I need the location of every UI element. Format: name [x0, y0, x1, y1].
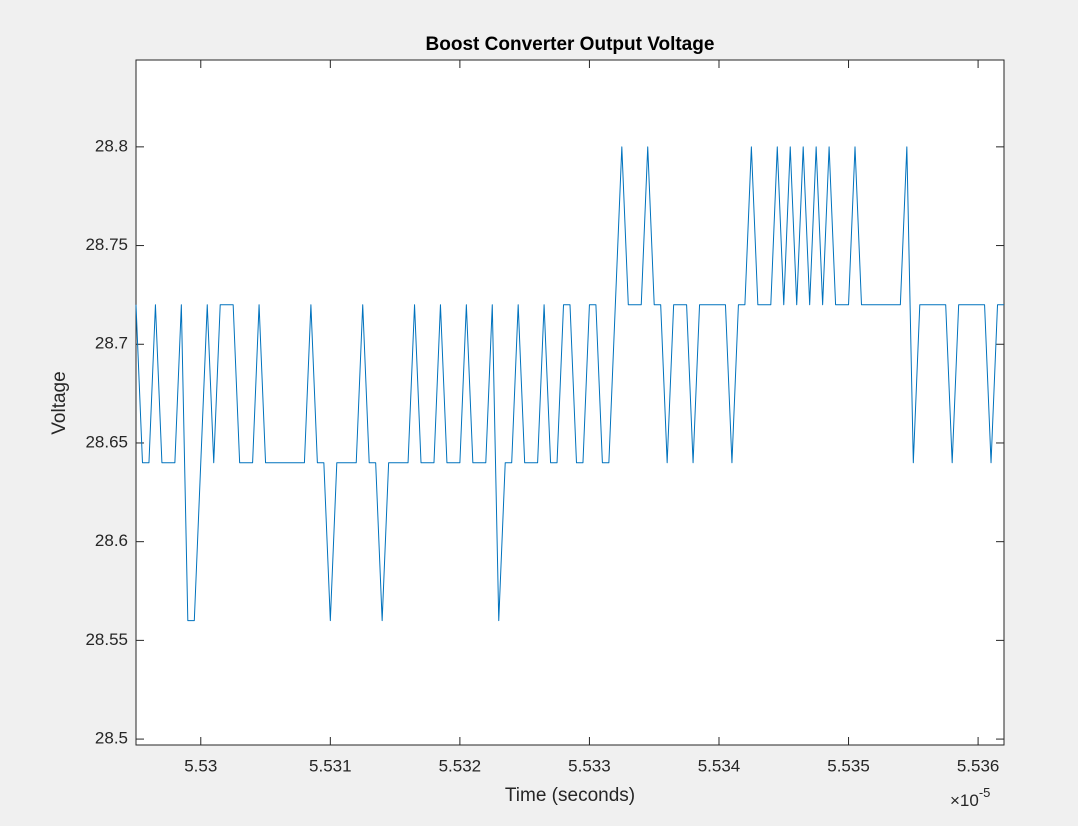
data-line	[135, 146, 1004, 622]
x-tick-label: 5.535	[827, 756, 870, 775]
x-exponent-power: -5	[979, 785, 991, 800]
y-tick-label: 28.7	[95, 334, 128, 353]
y-tick-label: 28.75	[85, 235, 128, 254]
axes-box	[135, 59, 1005, 746]
x-exponent-label: ×10-5	[950, 785, 990, 810]
y-tick-label: 28.65	[85, 432, 128, 451]
y-tick-label: 28.8	[95, 136, 128, 155]
x-tick-label: 5.531	[309, 756, 352, 775]
y-axis-label: Voltage	[49, 371, 70, 434]
x-tick-label: 5.533	[568, 756, 611, 775]
x-tick-label: 5.53	[184, 756, 217, 775]
plot-area	[136, 60, 1004, 745]
x-axis-label: Time (seconds)	[505, 785, 635, 806]
y-tick-label: 28.6	[95, 531, 128, 550]
x-tick-label: 5.534	[698, 756, 741, 775]
x-tick-label: 5.532	[439, 756, 482, 775]
y-tick-label: 28.55	[85, 630, 128, 649]
y-tick-label: 28.5	[95, 729, 128, 748]
x-exponent-base: ×10	[950, 791, 979, 810]
chart-title: Boost Converter Output Voltage	[426, 34, 715, 55]
x-tick-label: 5.536	[957, 756, 1000, 775]
